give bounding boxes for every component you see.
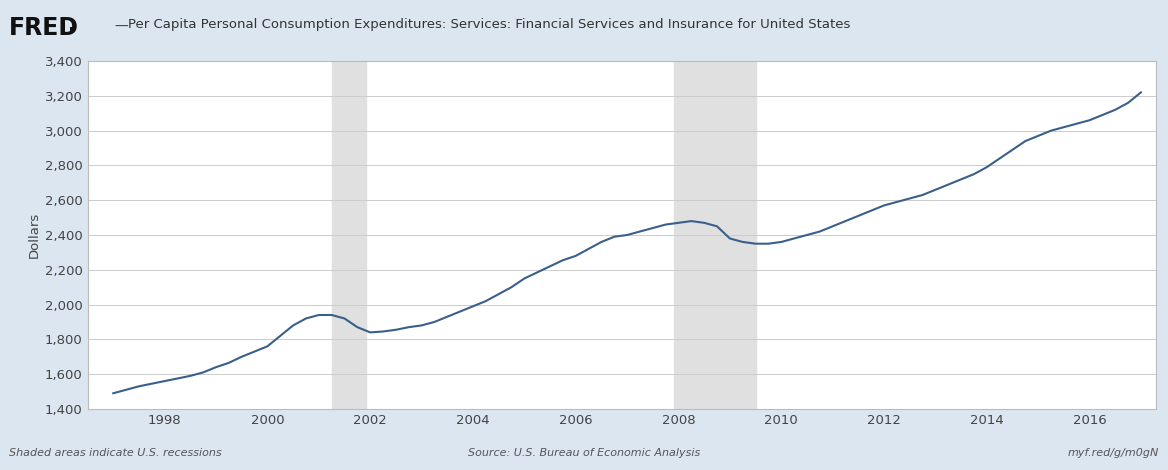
Bar bbox=[332, 61, 366, 409]
Text: —: — bbox=[114, 20, 128, 34]
Text: .: . bbox=[68, 16, 75, 35]
Text: Source: U.S. Bureau of Economic Analysis: Source: U.S. Bureau of Economic Analysis bbox=[468, 448, 700, 458]
Text: Per Capita Personal Consumption Expenditures: Services: Financial Services and I: Per Capita Personal Consumption Expendit… bbox=[128, 18, 850, 31]
Text: myf.red/g/m0gN: myf.red/g/m0gN bbox=[1068, 448, 1159, 458]
Text: Shaded areas indicate U.S. recessions: Shaded areas indicate U.S. recessions bbox=[9, 448, 222, 458]
Y-axis label: Dollars: Dollars bbox=[28, 212, 41, 258]
Text: FRED: FRED bbox=[9, 16, 79, 40]
Bar bbox=[674, 61, 756, 409]
